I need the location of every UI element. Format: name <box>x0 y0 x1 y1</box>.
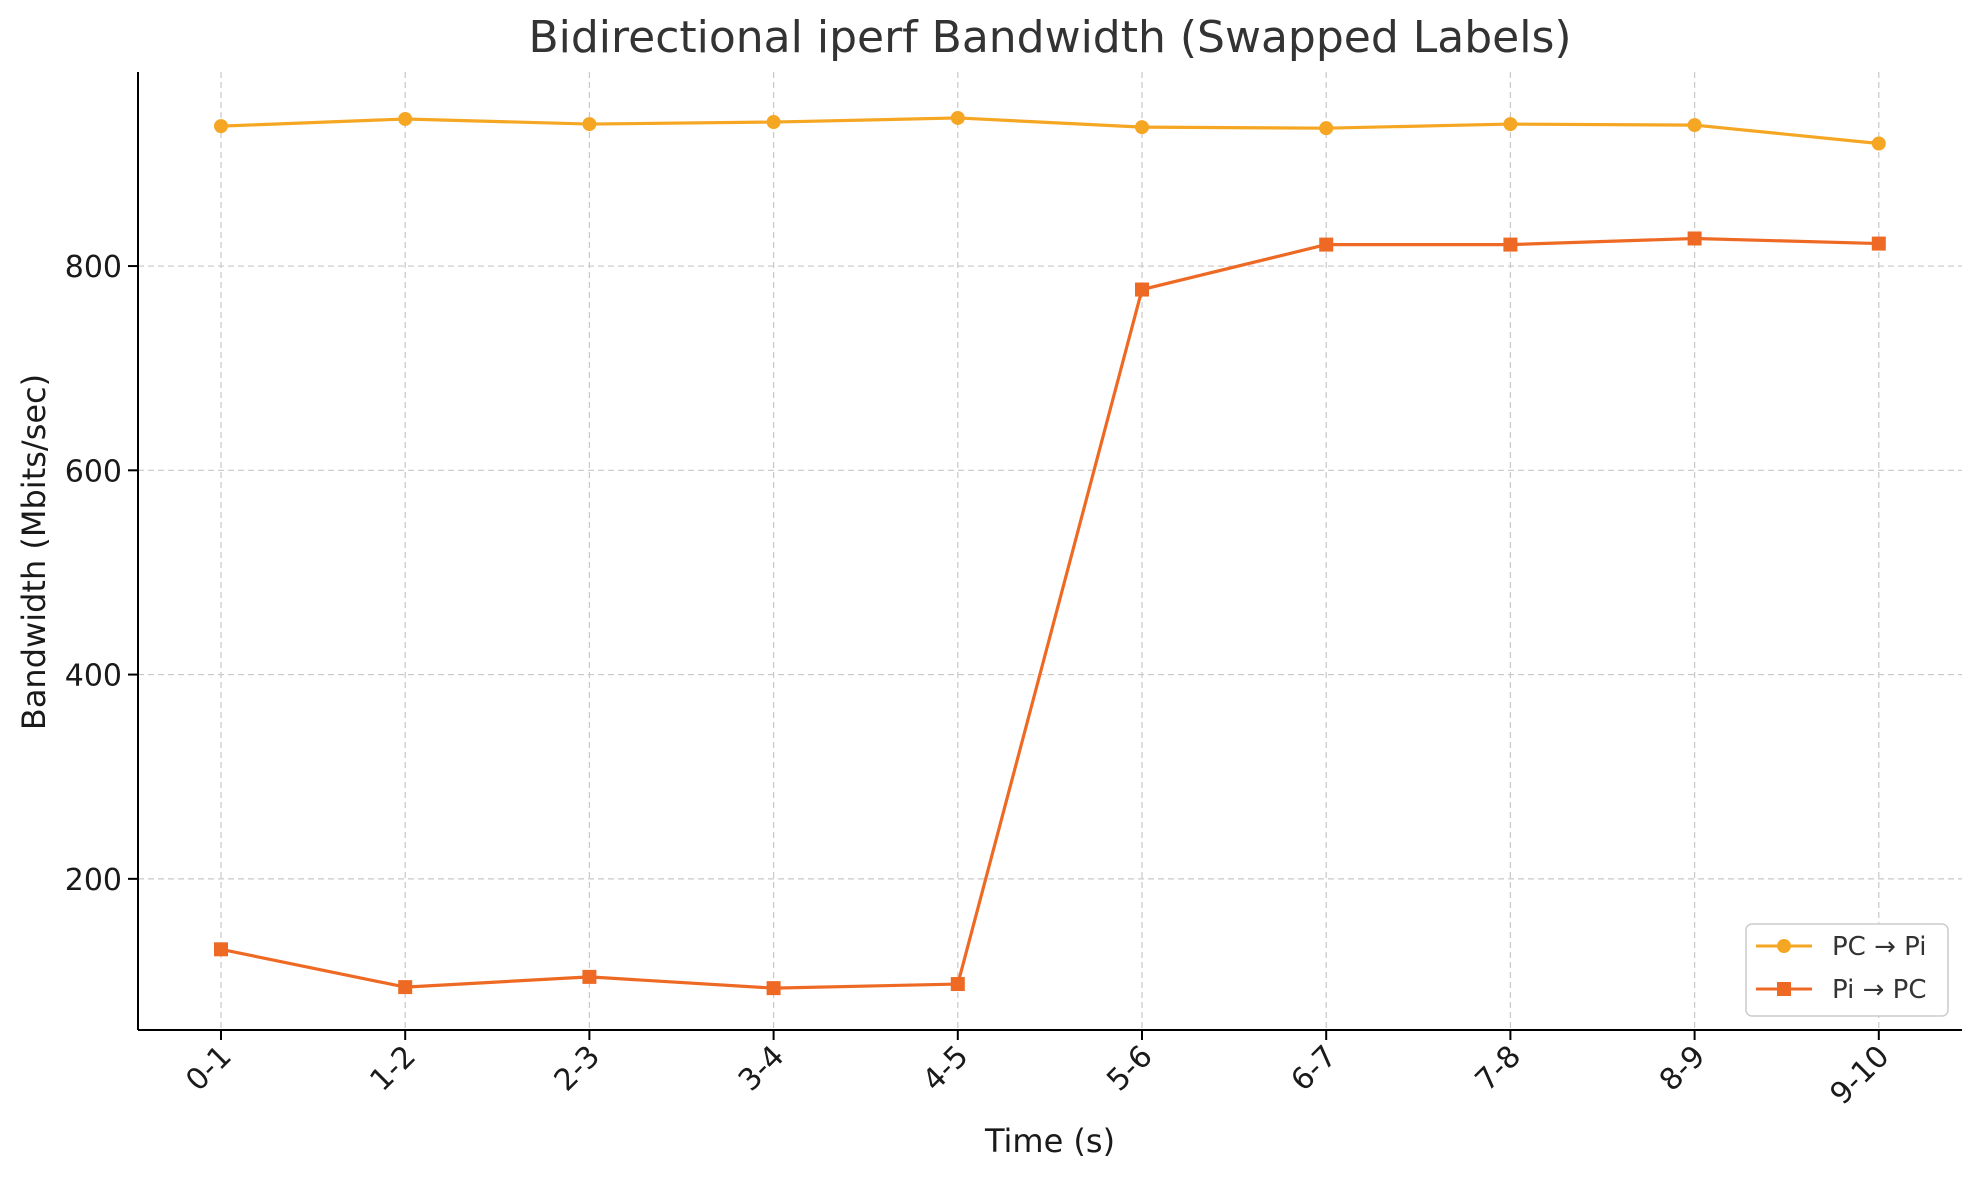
x-tick-label: 5-6 <box>1100 1039 1159 1098</box>
data-point-pc-to-pi <box>950 110 965 125</box>
data-point-pc-to-pi <box>1871 136 1886 151</box>
series-line-pc-to-pi <box>220 116 1879 146</box>
data-point-pi-to-pc <box>214 942 228 957</box>
data-point-pc-to-pi <box>1687 118 1702 133</box>
data-point-pi-to-pc <box>398 980 413 995</box>
legend: PC → Pi Pi → PC <box>1745 923 1949 1017</box>
chart-title: Bidirectional iperf Bandwidth (Swapped L… <box>528 12 1571 63</box>
data-point-pi-to-pc <box>1319 237 1334 252</box>
axes-layer <box>137 72 1962 1031</box>
data-point-pi-to-pc <box>950 977 965 992</box>
data-point-pi-to-pc <box>1135 282 1149 297</box>
series-line-pi-to-pc <box>220 236 1879 990</box>
y-tick-label: 600 <box>65 454 122 489</box>
data-point-pc-to-pi <box>766 115 781 130</box>
series-layer <box>214 110 1886 996</box>
legend-entry-pc-to-pi: PC → Pi <box>1756 932 1926 962</box>
legend-entry-pi-to-pc: Pi → PC <box>1756 975 1926 1005</box>
legend-marker-square <box>1777 982 1791 996</box>
data-point-pc-to-pi <box>398 111 413 126</box>
x-tick-label: 7-8 <box>1469 1039 1528 1098</box>
data-point-pi-to-pc <box>1503 237 1518 252</box>
data-point-pc-to-pi <box>214 119 228 134</box>
data-point-pi-to-pc <box>582 969 597 984</box>
ticks-layer: 0-1 1-2 2-3 3-4 4-5 5-6 6-7 7-8 8-9 9-10 200 400 600… <box>65 250 1897 1112</box>
data-point-pi-to-pc <box>766 981 781 996</box>
data-point-pi-to-pc <box>1871 236 1886 251</box>
legend-label-pc-to-pi: PC → Pi <box>1832 932 1926 962</box>
legend-marker-circle <box>1777 939 1791 953</box>
x-tick-label: 8-9 <box>1653 1039 1712 1098</box>
x-tick-label: 1-2 <box>363 1039 422 1098</box>
data-point-pc-to-pi <box>582 117 597 132</box>
x-tick-label: 2-3 <box>548 1039 607 1098</box>
x-axis-label: Time (s) <box>984 1122 1115 1160</box>
y-tick-label: 200 <box>65 863 122 898</box>
data-point-pc-to-pi <box>1135 120 1149 135</box>
x-tick-label: 4-5 <box>916 1039 975 1098</box>
y-tick-label: 800 <box>65 250 122 285</box>
x-tick-label: 6-7 <box>1284 1039 1343 1098</box>
x-tick-label: 0-1 <box>179 1039 238 1098</box>
x-tick-label: 3-4 <box>732 1039 791 1098</box>
legend-label-pi-to-pc: Pi → PC <box>1832 975 1926 1005</box>
x-tick-label: 9-10 <box>1824 1039 1897 1112</box>
y-axis-label: Bandwidth (Mbits/sec) <box>15 374 53 730</box>
grid-layer <box>138 72 1962 1030</box>
data-point-pi-to-pc <box>1687 231 1702 246</box>
data-point-pc-to-pi <box>1503 117 1518 132</box>
data-point-pc-to-pi <box>1319 121 1334 136</box>
y-tick-label: 400 <box>65 659 122 694</box>
